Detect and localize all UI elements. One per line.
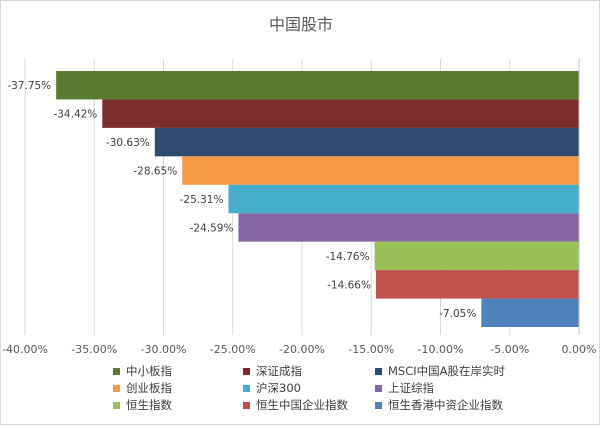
bar [56, 71, 580, 100]
data-label: -37.75% [7, 80, 51, 92]
legend-label: 深证成指 [256, 364, 302, 378]
x-tick-label: -15.00% [348, 343, 394, 356]
x-tick-label: -35.00% [71, 343, 117, 356]
bar [481, 298, 579, 327]
legend-swatch [375, 384, 382, 392]
chart-title: 中国股市 [268, 15, 333, 34]
bar [102, 99, 580, 128]
data-label: -24.59% [190, 222, 234, 234]
legend-item: 上证综指 [375, 380, 434, 396]
data-label: -34.42% [53, 109, 97, 121]
x-tick-label: -5.00% [490, 343, 529, 356]
legend-label: 恒生中国企业指数 [256, 398, 348, 412]
bar [374, 241, 579, 271]
legend-swatch [113, 401, 120, 409]
legend-label: 沪深300 [256, 381, 301, 395]
legend-item: 深证成指 [243, 363, 302, 379]
x-tick-label: -30.00% [141, 343, 187, 356]
legend-item: 沪深300 [243, 380, 301, 396]
x-tick-label: -10.00% [418, 343, 464, 356]
legend-label: MSCI中国A股在岸实时 [388, 364, 506, 378]
legend-swatch [375, 367, 382, 375]
legend-swatch [243, 401, 250, 409]
x-tick-label: 0.00% [562, 343, 597, 356]
data-label: -25.31% [180, 194, 224, 206]
data-label: -14.76% [326, 251, 370, 263]
x-tick-label: -25.00% [210, 343, 256, 356]
legend-swatch [243, 367, 250, 375]
data-label: -28.65% [133, 166, 177, 178]
legend-item: 创业板指 [113, 380, 172, 396]
legend-label: 恒生指数 [126, 398, 172, 412]
bar [182, 156, 579, 185]
legend-label: 上证综指 [388, 381, 434, 395]
legend-label: 创业板指 [126, 381, 172, 395]
legend-item: 恒生中国企业指数 [243, 397, 348, 413]
x-tick-label: -20.00% [279, 343, 325, 356]
legend-swatch [375, 401, 382, 409]
legend-swatch [113, 384, 120, 392]
x-tick-label: -40.00% [2, 343, 48, 356]
legend-swatch [113, 367, 120, 375]
legend-item: 恒生指数 [113, 397, 172, 413]
bar [238, 213, 579, 242]
legend-item: 中小板指 [113, 363, 172, 379]
legend-item: 恒生香港中资企业指数 [375, 397, 503, 413]
bar [228, 184, 580, 214]
data-label: -30.63% [106, 137, 150, 149]
data-label: -14.66% [327, 279, 371, 291]
legend-item: MSCI中国A股在岸实时 [375, 363, 505, 379]
legend-label: 恒生香港中资企业指数 [388, 398, 503, 412]
data-label: -7.05% [439, 308, 476, 320]
legend-label: 中小板指 [126, 364, 172, 378]
bar [375, 270, 579, 299]
bar [154, 127, 579, 157]
legend-swatch [243, 384, 250, 392]
